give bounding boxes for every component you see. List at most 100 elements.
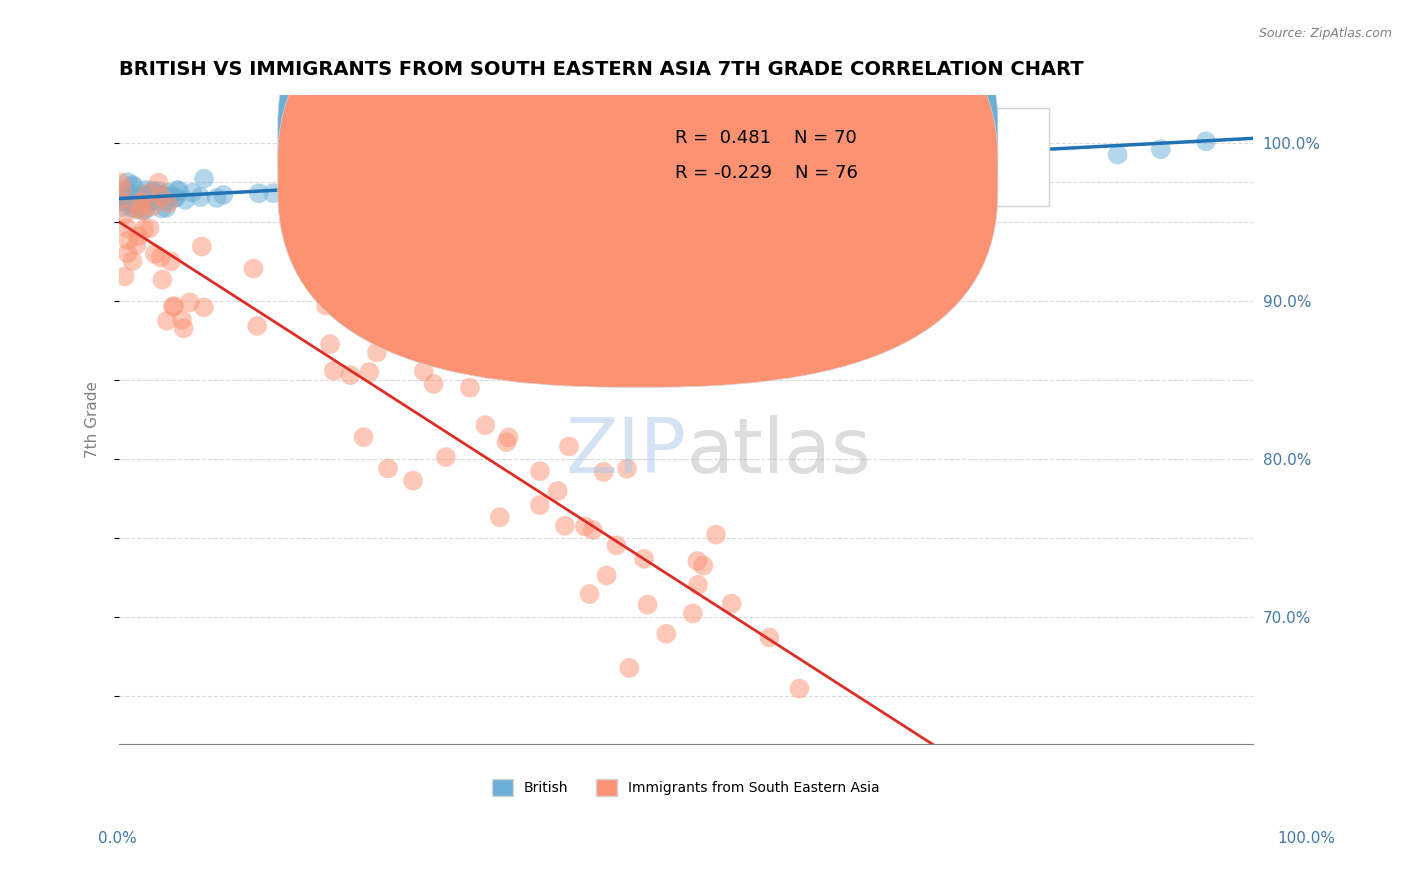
Point (422, 376, 444, 391)
Point (720, 597, 742, 611)
Point (108, 192, 131, 206)
Point (117, 175, 139, 189)
Point (108, 176, 131, 190)
Point (148, 184, 170, 198)
Point (633, 551, 655, 566)
Point (162, 300, 184, 314)
Point (193, 171, 215, 186)
Point (132, 190, 155, 204)
Point (1195, 134, 1218, 148)
FancyBboxPatch shape (595, 109, 1049, 206)
Point (152, 188, 174, 202)
Text: R = -0.229    N = 76: R = -0.229 N = 76 (675, 164, 858, 182)
Point (131, 203, 153, 218)
Point (111, 200, 134, 214)
Point (595, 568, 617, 582)
Point (120, 186, 142, 201)
Point (139, 188, 162, 202)
Y-axis label: 7th Grade: 7th Grade (86, 381, 100, 458)
Point (121, 254, 143, 268)
Point (121, 195, 143, 210)
Point (135, 183, 157, 197)
Point (582, 523, 605, 537)
Point (128, 202, 150, 216)
Point (165, 190, 187, 204)
Point (157, 196, 180, 211)
Text: R =  0.481    N = 70: R = 0.481 N = 70 (675, 128, 856, 146)
Text: atlas: atlas (686, 415, 870, 489)
Point (117, 246, 139, 260)
Point (458, 381, 481, 395)
Point (120, 200, 142, 214)
Point (111, 182, 134, 196)
Point (163, 300, 186, 314)
Point (574, 152, 596, 166)
Point (434, 450, 457, 464)
Point (319, 337, 342, 351)
Point (193, 301, 215, 315)
Point (156, 194, 179, 209)
Point (554, 518, 576, 533)
Point (495, 435, 517, 450)
Point (1021, 140, 1043, 154)
Point (112, 189, 135, 203)
Point (359, 365, 381, 379)
Point (114, 192, 136, 206)
Point (150, 189, 173, 203)
Point (242, 261, 264, 276)
Point (655, 627, 678, 641)
Point (143, 193, 166, 207)
Point (112, 192, 135, 206)
Point (488, 510, 510, 524)
Point (120, 197, 142, 211)
Point (402, 474, 425, 488)
Point (114, 207, 136, 221)
Point (686, 554, 709, 568)
Point (148, 176, 170, 190)
Point (191, 239, 214, 253)
Point (574, 519, 596, 533)
Point (174, 193, 197, 207)
Text: Source: ZipAtlas.com: Source: ZipAtlas.com (1258, 27, 1392, 40)
Point (558, 439, 581, 453)
Point (146, 188, 169, 202)
Point (108, 194, 131, 209)
Point (704, 527, 727, 541)
Point (115, 221, 138, 235)
Point (173, 321, 195, 335)
Point (246, 318, 269, 333)
Point (972, 136, 994, 151)
Point (637, 598, 659, 612)
Point (167, 184, 190, 198)
Point (117, 233, 139, 247)
Point (377, 461, 399, 475)
Point (212, 188, 235, 202)
Point (141, 199, 163, 213)
Point (149, 251, 172, 265)
Point (641, 155, 664, 169)
Point (547, 483, 569, 498)
Text: ZIP: ZIP (565, 415, 686, 489)
FancyBboxPatch shape (278, 0, 998, 387)
Point (315, 299, 337, 313)
Point (115, 189, 138, 203)
Point (114, 188, 136, 202)
Point (143, 247, 166, 261)
Point (141, 185, 163, 199)
Point (247, 186, 270, 201)
Point (131, 203, 153, 218)
Point (142, 184, 165, 198)
Point (127, 192, 149, 206)
Point (110, 185, 132, 199)
Point (339, 368, 361, 383)
Point (758, 631, 780, 645)
Point (122, 179, 145, 194)
Point (163, 191, 186, 205)
Point (412, 364, 434, 378)
Text: 0.0%: 0.0% (98, 831, 138, 846)
Point (686, 578, 709, 592)
Point (789, 681, 811, 696)
Point (1107, 147, 1129, 161)
Point (134, 222, 156, 236)
Point (592, 465, 614, 479)
